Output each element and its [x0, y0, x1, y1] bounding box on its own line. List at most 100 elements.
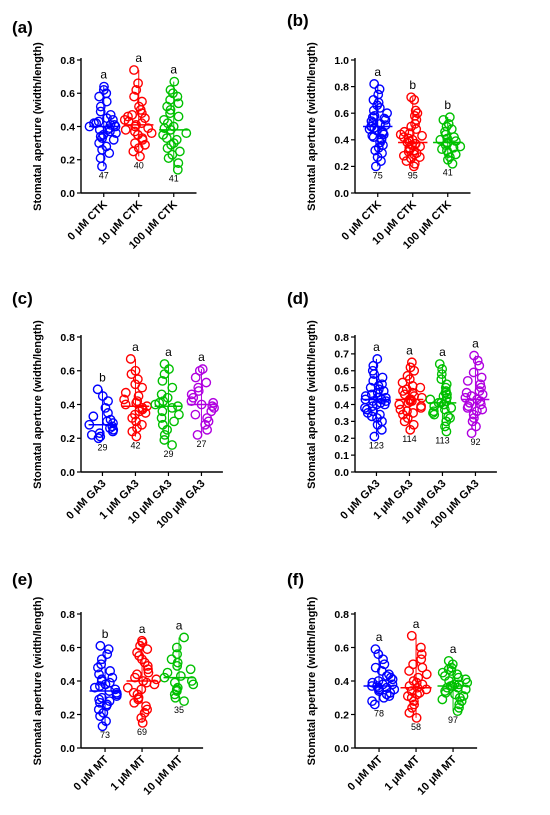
data-point: [133, 391, 144, 401]
data-point: [95, 106, 106, 117]
data-point: [95, 681, 105, 691]
sample-count: 114: [402, 434, 416, 444]
panel-5: (f)Stomatal aperture (width/length) 0.0 0.…: [287, 570, 478, 798]
data-point: [193, 382, 204, 393]
sample-count: 35: [174, 705, 184, 715]
data-point: [434, 359, 445, 369]
data-point: [119, 114, 130, 125]
y-tick-label: 0.8: [60, 609, 75, 621]
data-point: [379, 659, 390, 670]
data-point: [369, 431, 380, 442]
data-point: [158, 129, 169, 140]
data-point: [95, 101, 106, 112]
data-point: [95, 711, 105, 722]
y-tick-label: 0.8: [60, 55, 75, 67]
data-point: [137, 402, 148, 413]
data-point: [399, 416, 410, 427]
data-point: [421, 669, 432, 680]
data-point: [181, 128, 192, 139]
data-point: [202, 424, 213, 435]
y-tick-label: 0.0: [60, 743, 75, 755]
data-point: [159, 114, 169, 125]
data-point: [460, 674, 471, 685]
sample-count: 75: [373, 170, 383, 180]
data-point: [156, 413, 167, 423]
y-tick-label: 0.6: [60, 642, 75, 654]
data-point: [96, 674, 107, 685]
data-point: [373, 649, 384, 660]
data-point: [373, 676, 384, 686]
sample-count: 40: [134, 160, 144, 170]
data-point: [131, 397, 142, 408]
y-tick-label: 0.3: [334, 416, 349, 428]
panel-label: (e): [12, 570, 33, 589]
data-point: [446, 666, 457, 676]
data-point: [157, 419, 168, 430]
data-point: [167, 440, 177, 450]
y-tick-label: 0.8: [334, 609, 349, 621]
data-point: [167, 402, 177, 413]
data-point: [360, 391, 371, 401]
y-tick-label: 1.0: [334, 55, 349, 67]
significance-letter: a: [406, 343, 413, 357]
data-point: [174, 409, 184, 420]
y-tick-label: 0.4: [60, 121, 75, 133]
data-point: [369, 110, 380, 121]
y-tick-label: 0.4: [334, 135, 349, 147]
data-point: [96, 692, 107, 703]
data-point: [378, 654, 388, 665]
data-point: [395, 404, 406, 415]
y-tick-label: 0.2: [334, 709, 349, 721]
significance-letter: a: [170, 63, 177, 77]
y-tick-label: 0.8: [60, 332, 75, 344]
data-point: [378, 692, 389, 703]
panel-3: (d) Stomatal aperture (width/length) 0.0 0.…: [287, 289, 497, 531]
data-point: [409, 95, 420, 105]
panel-label: (a): [12, 18, 33, 37]
data-point: [381, 671, 392, 681]
data-point: [440, 126, 450, 137]
data-point: [157, 375, 168, 386]
data-point: [469, 350, 479, 361]
data-point: [156, 389, 167, 400]
data-point: [122, 682, 133, 693]
sample-count: 97: [448, 715, 458, 725]
data-point: [105, 666, 116, 676]
data-point: [411, 712, 422, 723]
y-tick-label: 0.5: [334, 382, 349, 394]
panel-4: (e) Stomatal aperture (width/length) 0.0 0.…: [12, 570, 204, 798]
significance-letter: a: [100, 68, 107, 82]
significance-letter: a: [450, 642, 457, 656]
sample-count: 47: [99, 170, 109, 180]
y-tick-label: 0.0: [60, 188, 75, 200]
data-point: [172, 649, 182, 660]
data-point: [91, 118, 102, 129]
data-point: [411, 124, 422, 135]
y-tick-label: 0.6: [334, 108, 349, 120]
data-point: [377, 372, 388, 383]
data-point: [377, 416, 387, 427]
data-point: [166, 654, 177, 665]
panel-0: (a) Stomatal aperture (width/length) 0.0 0.…: [12, 18, 197, 252]
data-point: [179, 632, 189, 643]
data-point: [137, 96, 147, 107]
data-point: [410, 105, 421, 116]
data-point: [86, 429, 97, 440]
data-point: [409, 699, 420, 710]
significance-letter: a: [374, 65, 381, 79]
data-point: [394, 399, 405, 410]
data-point: [380, 120, 391, 131]
sample-count: 73: [100, 730, 110, 740]
sample-count: 78: [374, 708, 384, 718]
data-point: [133, 78, 143, 89]
sample-count: 41: [443, 168, 453, 178]
data-point: [417, 130, 427, 141]
data-point: [169, 416, 179, 427]
data-point: [367, 677, 378, 688]
data-point: [93, 662, 103, 673]
significance-letter: a: [139, 622, 146, 636]
data-point: [132, 423, 142, 434]
sample-count: 123: [369, 441, 384, 451]
data-point: [193, 386, 204, 396]
data-point: [131, 85, 142, 95]
